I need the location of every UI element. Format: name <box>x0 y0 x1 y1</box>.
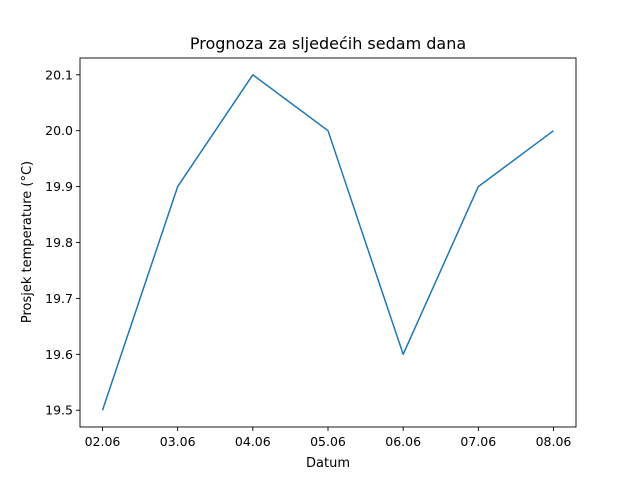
y-axis: 19.5 19.6 19.7 19.8 19.9 20.0 20.1 <box>45 67 80 418</box>
y-tick-label: 19.7 <box>45 291 73 306</box>
y-tick-label: 19.6 <box>45 347 73 362</box>
x-tick-label: 02.06 <box>85 434 121 449</box>
x-axis-title: Datum <box>306 456 350 471</box>
x-axis: 02.06 03.06 04.06 05.06 06.06 07.06 08.06 <box>85 427 572 449</box>
y-tick-label: 19.9 <box>45 179 73 194</box>
series-line <box>101 74 554 411</box>
x-tick-label: 03.06 <box>160 434 196 449</box>
y-tick-label: 19.8 <box>45 235 73 250</box>
x-tick-label: 06.06 <box>385 434 421 449</box>
x-tick-label: 07.06 <box>460 434 496 449</box>
plot-frame <box>79 57 577 428</box>
x-tick-label: 04.06 <box>235 434 271 449</box>
y-tick-label: 19.5 <box>45 403 73 418</box>
chart-title: Prognoza za sljedećih sedam dana <box>190 34 466 53</box>
x-tick-label: 08.06 <box>536 434 572 449</box>
y-tick-label: 20.1 <box>45 67 73 82</box>
x-tick-label: 05.06 <box>310 434 346 449</box>
y-axis-title: Prosjek temperature (°C) <box>20 161 35 323</box>
plot-area <box>80 58 576 427</box>
y-tick-label: 20.0 <box>45 123 73 138</box>
